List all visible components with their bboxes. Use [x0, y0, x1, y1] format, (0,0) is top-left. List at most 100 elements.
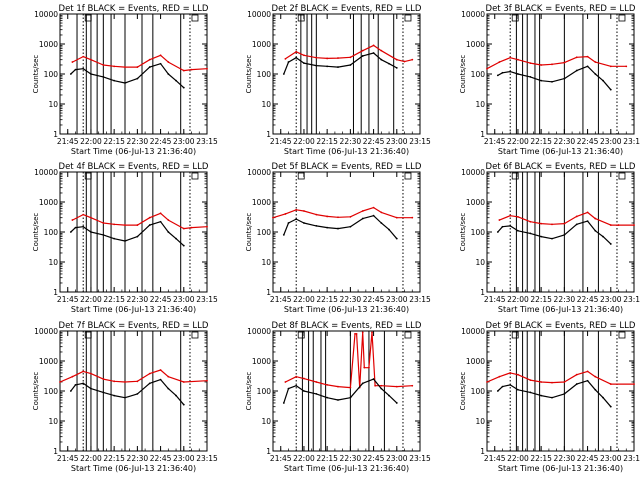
x-tick-label: 22:15 [530, 295, 552, 304]
y-tick-label: 10000 [247, 168, 271, 177]
data-point [182, 86, 185, 89]
data-point [540, 381, 543, 383]
panel-1: Det 1f BLACK = Events, RED = LLD Counts/s… [32, 4, 218, 156]
y-tick-label: 1000 [39, 357, 58, 366]
data-point [69, 390, 72, 392]
data-point [182, 244, 185, 247]
y-tick-label: 1 [53, 288, 58, 297]
data-point [380, 49, 383, 52]
x-axis-label: Start Time (06-Jul-13 21:36:40) [71, 147, 196, 156]
data-point [102, 64, 105, 66]
data-point [315, 393, 318, 395]
data-point [136, 224, 139, 226]
y-tick-label: 1 [480, 130, 485, 139]
x-tick-label: 22:00 [293, 295, 315, 304]
y-tick-label: 1000 [252, 198, 271, 207]
data-point [82, 382, 85, 385]
data-point [395, 402, 398, 404]
lld-series-line [59, 369, 208, 383]
data-point [102, 378, 105, 380]
marker-flag [618, 14, 626, 22]
plot-frame [486, 13, 635, 135]
data-point [575, 215, 578, 218]
data-point [540, 394, 543, 397]
y-tick-label: 10000 [34, 168, 58, 177]
y-tick-label: 100 [44, 387, 59, 396]
chart-title: Det 8f BLACK = Events, RED = LLD [272, 321, 422, 331]
y-tick-label: 1000 [252, 40, 271, 49]
data-point [540, 235, 543, 238]
x-tick-label: 22:45 [150, 295, 172, 304]
panel-2: Det 2f BLACK = Events, RED = LLD Counts/s… [245, 4, 431, 156]
data-point [287, 387, 290, 390]
y-tick-label: 100 [471, 387, 486, 396]
data-point [190, 68, 193, 71]
y-tick-label: 1 [266, 447, 271, 456]
chart-title: Det 2f BLACK = Events, RED = LLD [272, 4, 422, 14]
marker-flag [191, 14, 199, 22]
x-tick-label: 22:15 [103, 137, 125, 146]
data-point [295, 384, 298, 387]
panel-9: Det 9f BLACK = Events, RED = LLD Counts/s… [459, 321, 640, 473]
data-point [326, 383, 329, 386]
data-point [551, 223, 553, 226]
y-tick-label: 10000 [34, 10, 58, 19]
data-point [355, 333, 358, 335]
data-point [102, 222, 105, 224]
data-point [124, 224, 126, 226]
data-point [124, 240, 126, 242]
plot-frame [486, 171, 635, 293]
x-tick-label: 22:15 [530, 137, 552, 146]
marker-flag [511, 14, 519, 22]
data-point [586, 211, 589, 214]
data-point [372, 378, 375, 380]
data-point [303, 62, 305, 65]
data-point [517, 229, 519, 232]
data-point [361, 49, 364, 52]
data-point [361, 331, 364, 334]
data-point [303, 54, 305, 57]
data-point [388, 394, 390, 397]
lld-series-line [272, 207, 413, 219]
x-tick-label: 22:15 [316, 454, 338, 463]
x-axis-label: Start Time (06-Jul-13 21:36:40) [498, 147, 623, 156]
data-point [609, 383, 612, 385]
y-tick-label: 10000 [34, 327, 58, 336]
data-point [361, 210, 364, 212]
x-tick-label: 22:30 [127, 137, 149, 146]
data-point [206, 225, 208, 228]
x-tick-label: 22:30 [127, 454, 149, 463]
data-point [529, 76, 532, 78]
data-point [303, 222, 305, 224]
data-point [371, 331, 373, 334]
data-point [74, 68, 77, 71]
y-tick-label: 100 [44, 70, 59, 79]
data-point [326, 57, 329, 60]
data-point [509, 214, 512, 217]
data-point [284, 57, 287, 60]
data-point [529, 391, 532, 394]
data-point [388, 228, 390, 231]
chart-title: Det 9f BLACK = Events, RED = LLD [486, 321, 636, 331]
data-point [501, 385, 504, 388]
data-point [586, 370, 589, 373]
x-tick-label: 23:15 [623, 295, 640, 304]
data-point [349, 225, 352, 228]
data-point [380, 222, 383, 224]
data-point [295, 50, 298, 53]
data-point [372, 214, 375, 217]
x-tick-label: 21:45 [57, 454, 79, 463]
x-tick-label: 22:30 [554, 295, 576, 304]
x-tick-label: 23:15 [409, 454, 431, 463]
x-tick-label: 22:00 [80, 137, 102, 146]
x-axis-label: Start Time (06-Jul-13 21:36:40) [71, 464, 196, 473]
marker-flag [404, 331, 412, 339]
data-point [59, 381, 61, 383]
data-point [594, 61, 597, 63]
data-point [337, 399, 339, 401]
data-point [326, 65, 329, 68]
data-point [136, 380, 139, 383]
y-tick-label: 10000 [247, 327, 271, 336]
data-point [136, 393, 139, 395]
y-tick-label: 10 [261, 417, 271, 426]
